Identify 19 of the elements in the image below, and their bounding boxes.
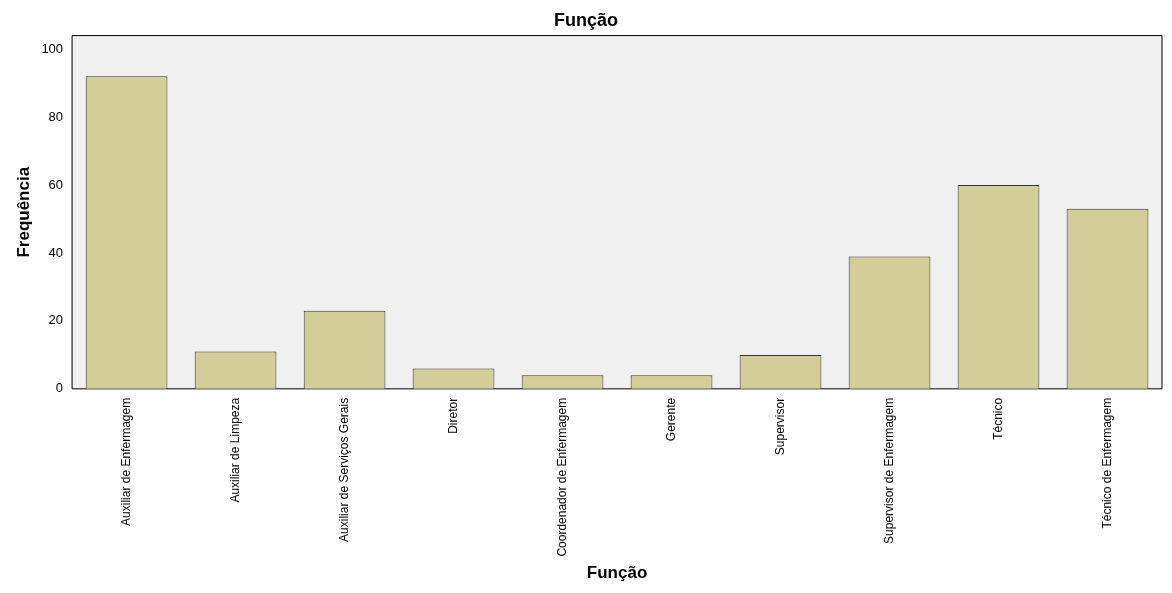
y-tick-label: 60 — [48, 176, 64, 192]
x-tick-label: Auxiliar de Serviços Gerais — [336, 397, 351, 542]
y-tick-label: 40 — [48, 244, 64, 260]
y-tick-label: 100 — [41, 40, 64, 56]
y-tick-label: 20 — [48, 312, 64, 328]
x-tick-label: Técnico — [990, 397, 1005, 440]
y-axis-title: Frequência — [13, 166, 33, 258]
x-tick-label: Auxiliar de Limpeza — [227, 397, 242, 503]
y-tick-label: 80 — [48, 108, 64, 124]
chart-title: Função — [553, 9, 619, 30]
y-tick-label: 0 — [55, 380, 64, 396]
x-tick-label: Gerente — [663, 397, 678, 442]
x-tick-label: Diretor — [445, 397, 460, 434]
x-tick-label: Supervisor de Enfermagem — [881, 397, 896, 544]
x-tick-label: Técnico de Enfermagem — [1099, 397, 1114, 529]
x-axis-title: Função — [586, 563, 648, 583]
x-tick-label: Auxiliar de Enfermagem — [118, 397, 133, 526]
x-tick-label: Coordenador de Enfermagem — [554, 397, 569, 557]
x-tick-label: Supervisor — [772, 397, 787, 456]
